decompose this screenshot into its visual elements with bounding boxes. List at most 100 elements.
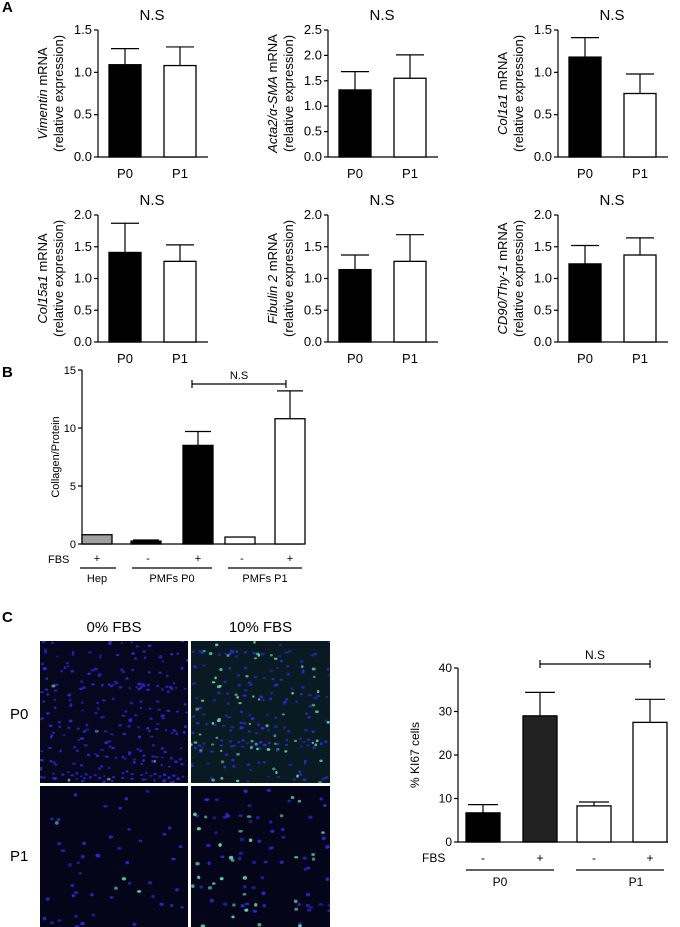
nucleus [240,904,245,908]
nucleus [49,759,53,763]
ki67-positive-nucleus [311,857,316,861]
nucleus [257,839,262,843]
nucleus [139,706,143,710]
y-axis-label-line2: (relative expression) [51,220,66,337]
nucleus [325,695,329,699]
ns-annotation: N.S [585,648,605,662]
bar [81,534,113,545]
nucleus [138,749,143,753]
ki67-positive-nucleus [215,736,219,740]
nucleus [42,776,46,779]
nucleus [236,673,240,677]
chart-col1a1: 0.0 0.5 1.0 1.5 N.S P0 P1 Col1a1 mRNA (relative … [495,7,668,181]
nucleus [82,730,87,733]
nucleus [273,725,278,729]
nucleus [57,919,62,922]
nucleus [99,654,102,657]
nucleus [219,744,224,747]
nucleus [212,699,216,702]
nucleus [162,773,167,777]
nucleus [312,746,316,749]
nucleus [147,881,153,885]
nucleus [141,778,145,782]
nucleus [158,671,162,674]
y-tick-label: 1.0 [534,271,552,286]
y-axis-label: Fibulin 2 mRNA [265,233,280,324]
nucleus [214,798,220,802]
nucleus [308,693,312,697]
ki67-positive-nucleus [220,776,224,780]
nucleus [213,723,217,727]
nucleus [121,776,125,780]
bar [224,536,256,545]
nucleus [237,683,241,687]
ki67-positive-nucleus [254,657,257,660]
nucleus [175,732,179,735]
nucleus [161,717,166,720]
nucleus [180,641,185,643]
group-label: PMFs P1 [242,573,287,585]
nucleus [240,710,244,714]
nucleus [263,860,268,864]
nucleus [249,683,253,686]
y-tick-label: 0.5 [74,302,92,317]
ki67-positive-nucleus [275,770,278,775]
nucleus [169,903,174,908]
nucleus [262,676,266,680]
y-axis-label: % KI67 cells [408,722,422,788]
nucleus [138,839,143,843]
nucleus [167,776,171,780]
nucleus [137,735,142,739]
micrograph-p0-0fbs [40,641,188,783]
nucleus [150,735,154,738]
nucleus [118,685,123,689]
nucleus [104,755,109,759]
nucleus [173,729,177,733]
nucleus [151,894,155,899]
nucleus [260,726,265,730]
nucleus [267,775,270,778]
nucleus [307,738,310,742]
nucleus [137,726,140,729]
nucleus [235,650,239,653]
micrograph-p1-10fbs [191,786,330,927]
nucleus [229,649,234,653]
nucleus [100,716,104,719]
nucleus [68,698,72,702]
ki67-positive-nucleus [297,799,302,803]
nucleus [83,776,86,780]
nucleus [191,715,196,718]
y-tick-label: 20 [439,748,453,762]
micrograph-p1-0fbs [40,786,188,927]
nucleus [220,739,224,742]
nucleus [164,728,168,732]
nucleus [247,681,252,684]
fbs-row-label: FBS [48,554,69,566]
nucleus [227,716,232,719]
nucleus [75,777,79,780]
nucleus [67,770,70,774]
nucleus [308,705,313,708]
y-tick-label: 2.0 [304,207,322,222]
nucleus [284,651,289,654]
nucleus [67,862,72,867]
nucleus [206,762,210,765]
nucleus [262,698,265,702]
ki67-positive-nucleus [296,774,299,778]
nucleus [232,744,236,747]
nucleus [114,680,117,683]
nucleus [202,664,206,667]
nucleus [46,693,50,696]
fbs-sign: - [240,553,244,565]
nucleus [98,672,102,676]
nucleus [178,845,183,849]
nucleus [80,779,85,783]
y-tick-label: 1.5 [304,73,322,88]
nucleus [49,921,55,925]
nucleus [52,761,56,764]
nucleus [193,746,197,750]
nucleus [111,697,115,701]
nucleus [223,902,228,906]
nucleus [316,694,321,698]
ki67-positive-nucleus [318,781,323,783]
